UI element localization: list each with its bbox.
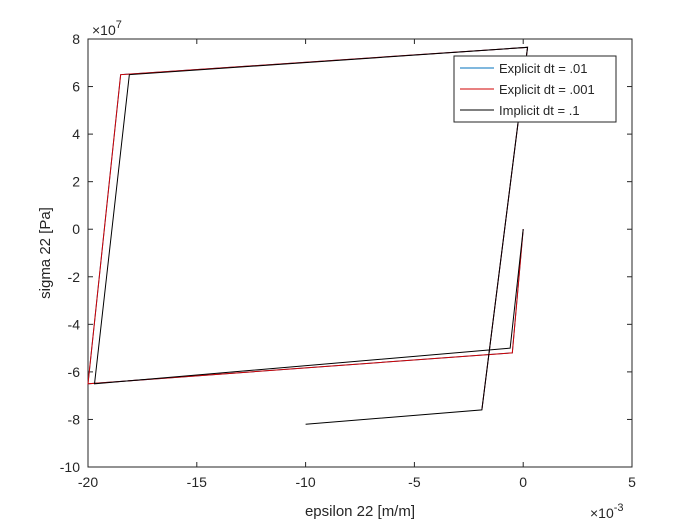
legend-label: Implicit dt = .1 — [499, 103, 580, 118]
x-multiplier: ×10-3 — [590, 502, 624, 521]
x-multiplier-base: ×10 — [590, 505, 614, 521]
x-tick-label: -5 — [408, 474, 421, 490]
y-multiplier: ×107 — [92, 19, 122, 38]
y-multiplier-power: 7 — [116, 19, 122, 31]
x-multiplier-power: -3 — [614, 502, 624, 514]
y-tick-label: 8 — [72, 31, 80, 47]
y-tick-label: 6 — [72, 79, 80, 95]
legend-label: Explicit dt = .01 — [499, 61, 588, 76]
x-label: epsilon 22 [m/m] — [305, 503, 415, 520]
legend-label: Explicit dt = .001 — [499, 82, 595, 97]
y-tick-label: -6 — [68, 364, 81, 380]
y-multiplier-base: ×10 — [92, 22, 116, 38]
x-tick-label: -10 — [295, 474, 315, 490]
y-tick-label: 4 — [72, 126, 80, 142]
y-label: sigma 22 [Pa] — [37, 207, 54, 299]
x-tick-label: -20 — [78, 474, 98, 490]
y-tick-label: -2 — [68, 269, 81, 285]
x-tick-label: 0 — [519, 474, 527, 490]
x-tick-label: 5 — [628, 474, 636, 490]
x-tick-label: -15 — [187, 474, 207, 490]
y-tick-label: 2 — [72, 174, 80, 190]
y-tick-label: 0 — [72, 221, 80, 237]
y-tick-label: -4 — [68, 316, 81, 332]
y-tick-label: -10 — [60, 459, 80, 475]
series-line — [93, 46, 529, 425]
y-tick-label: -8 — [68, 411, 81, 427]
